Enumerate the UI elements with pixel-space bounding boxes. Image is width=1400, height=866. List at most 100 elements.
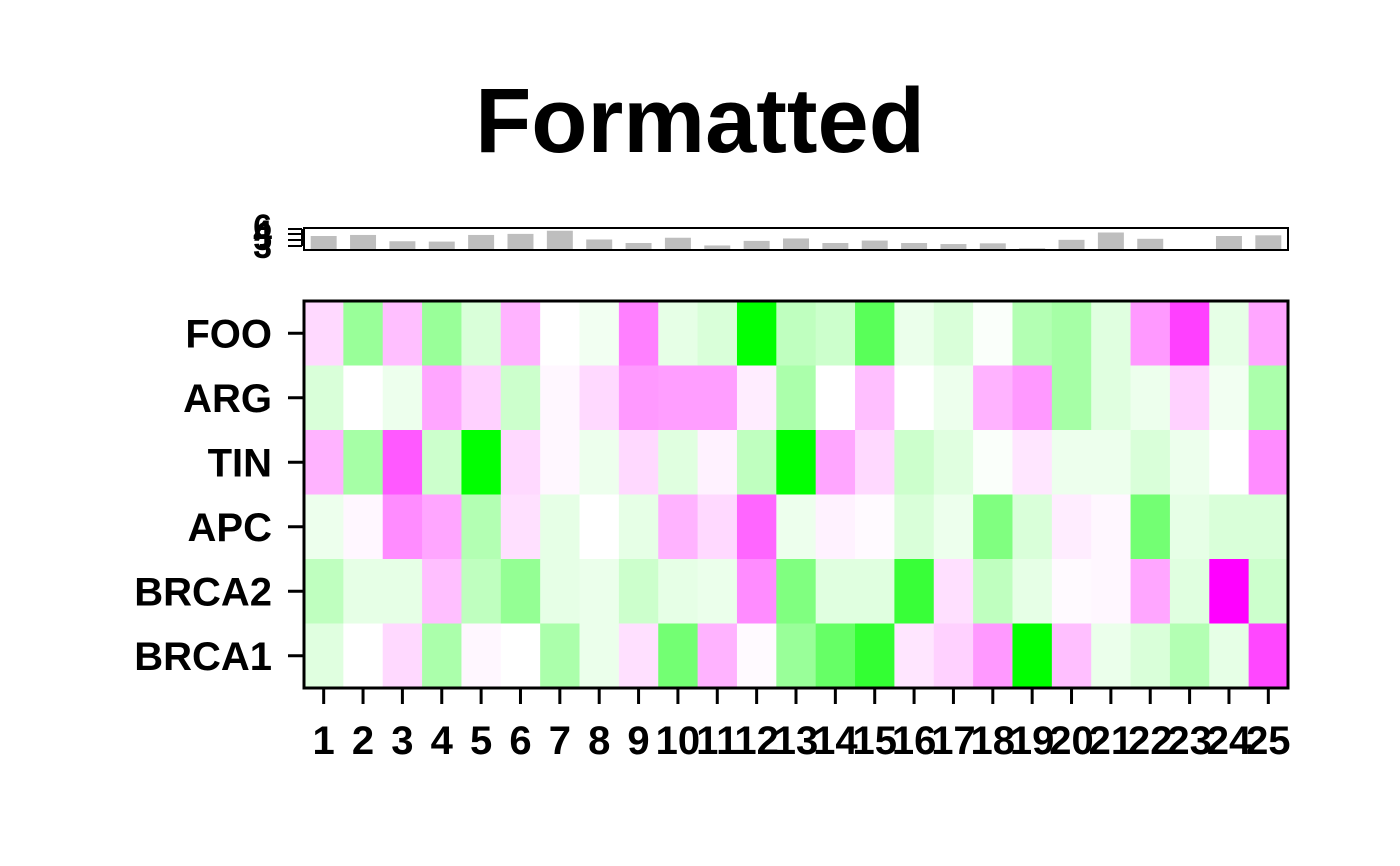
heatmap-cell (304, 494, 344, 560)
row-label: BRCA2 (134, 570, 272, 614)
heatmap-cell (461, 365, 502, 431)
heatmap-cell (776, 301, 817, 366)
heatmap-cell (776, 559, 817, 624)
heatmap-cell (382, 623, 423, 689)
heatmap-cell (500, 365, 541, 431)
heatmap-cell (422, 623, 462, 689)
heatmap-cell (815, 301, 856, 366)
heatmap-cell (618, 430, 659, 495)
column-label: 2 (352, 719, 374, 763)
heatmap-cell (1130, 559, 1171, 624)
top-bar (822, 243, 849, 250)
heatmap-cell (422, 365, 462, 431)
heatmap-cell (1012, 430, 1053, 495)
heatmap-cell (658, 559, 699, 624)
top-bar (940, 244, 967, 250)
heatmap-cell (697, 430, 738, 495)
heatmap-cell (461, 559, 502, 624)
column-label: 24 (1207, 719, 1252, 763)
column-label: 14 (813, 719, 858, 763)
column-label: 13 (774, 719, 819, 763)
heatmap-cell (973, 623, 1013, 689)
heatmap-cell (382, 430, 423, 495)
top-bar (1137, 238, 1164, 250)
heatmap-cell (933, 494, 974, 560)
heatmap-cell (973, 301, 1013, 366)
heatmap-cell (1209, 623, 1250, 689)
heatmap-cell (579, 494, 620, 560)
heatmap-cell (304, 301, 344, 366)
column-label: 11 (696, 719, 738, 763)
heatmap-cell (658, 623, 699, 689)
heatmap-cell (1248, 623, 1289, 689)
heatmap-cell (973, 430, 1013, 495)
heatmap-cell (343, 301, 384, 366)
heatmap-cell (579, 365, 620, 431)
row-axis: FOO ARG TIN APC BRCA2 BRCA1 (134, 312, 304, 679)
heatmap-cell (422, 430, 462, 495)
top-bar (783, 238, 809, 250)
heatmap-cell (1012, 559, 1053, 624)
heatmap-cell (500, 623, 541, 689)
heatmap-cell (736, 494, 777, 560)
heatmap-cell (1248, 430, 1289, 495)
heatmap-cell (736, 365, 777, 431)
heatmap-cell (736, 430, 777, 495)
heatmap-cell (894, 430, 935, 495)
heatmap-cell (1169, 301, 1210, 366)
heatmap-cell (1169, 559, 1210, 624)
heatmap-cell (697, 623, 738, 689)
heatmap-cell (736, 559, 777, 624)
column-label: 8 (588, 719, 610, 763)
column-label: 21 (1089, 719, 1134, 763)
heatmap-cell (933, 301, 974, 366)
heatmap-cell (973, 494, 1013, 560)
column-label: 4 (431, 719, 454, 763)
heatmap-cell (855, 430, 895, 495)
heatmap-cell (697, 494, 738, 560)
heatmap-cell (500, 430, 541, 495)
heatmap-cell (894, 494, 935, 560)
heatmap-cell (304, 559, 344, 624)
heatmap-cell (343, 623, 384, 689)
heatmap-cell (422, 559, 462, 624)
top-bar-tick-label: 5 (253, 220, 272, 258)
heatmap-cell (304, 365, 344, 431)
top-bar-tick-label: 6 (253, 208, 272, 246)
heatmap-cell (1209, 494, 1250, 560)
heatmap-cell (1248, 559, 1289, 624)
heatmap-cell (815, 559, 856, 624)
heatmap-cell (1051, 494, 1092, 560)
heatmap-cell (1091, 365, 1132, 431)
heatmap-cell (304, 623, 344, 689)
heatmap-cell (1248, 301, 1289, 366)
heatmap-cell (1169, 365, 1210, 431)
heatmap-cell (1209, 430, 1250, 495)
heatmap-cell (697, 301, 738, 366)
heatmap-cell (894, 301, 935, 366)
heatmap-cells (304, 301, 1289, 689)
heatmap-cell (776, 365, 817, 431)
heatmap-cell (1209, 559, 1250, 624)
heatmap-cell (1169, 494, 1210, 560)
top-bar (507, 233, 534, 250)
heatmap-cell (461, 430, 502, 495)
heatmap-cell (1248, 365, 1289, 431)
column-label: 10 (656, 719, 701, 763)
column-axis: 1 2 3 4 5 6 7 8 9 1011121314151617181920212223242… (313, 686, 1291, 763)
heatmap-cell (343, 494, 384, 560)
heatmap-cell (1012, 623, 1053, 689)
heatmap-cell (855, 559, 895, 624)
heatmap-cell (776, 494, 817, 560)
heatmap-cell (1130, 365, 1171, 431)
heatmap-cell (1169, 430, 1210, 495)
heatmap-cell (855, 494, 895, 560)
heatmap-cell (855, 301, 895, 366)
top-bar (901, 243, 928, 250)
heatmap-cell (973, 559, 1013, 624)
heatmap-cell (1091, 430, 1132, 495)
heatmap-cell (461, 623, 502, 689)
heatmap-cell (815, 623, 856, 689)
